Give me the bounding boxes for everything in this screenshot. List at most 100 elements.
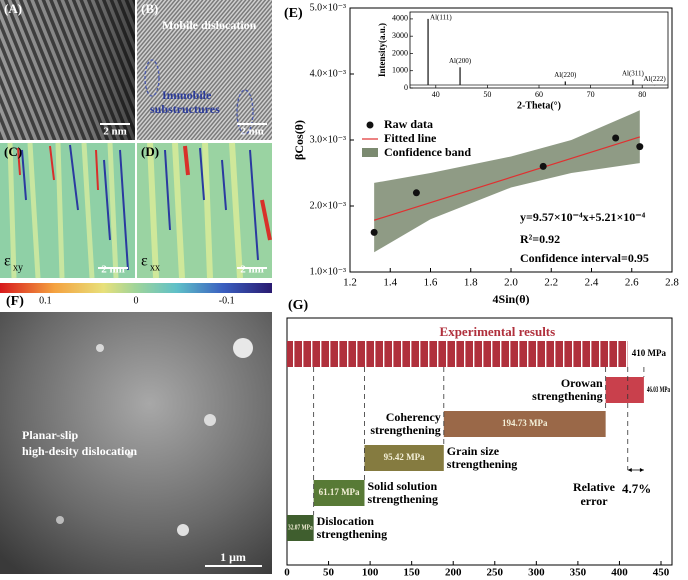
x-tick-label: 300 xyxy=(528,567,545,579)
inset-frame xyxy=(409,11,669,89)
y-axis-label: βCos(θ) xyxy=(292,120,306,160)
x-tick-label: 1.2 xyxy=(343,277,357,289)
colorbar-tick-label: 0 xyxy=(134,295,139,306)
panel-a: 2 nm (A) xyxy=(0,0,135,140)
bar xyxy=(364,445,444,471)
bar xyxy=(287,515,314,541)
experimental-bar xyxy=(287,341,628,367)
annotation: Immobile xyxy=(162,88,212,102)
y-tick-label: 1.0×10⁻³ xyxy=(310,266,346,277)
x-tick-label: 80 xyxy=(638,90,646,99)
value-label: 95.42 MPa xyxy=(384,452,425,462)
x-tick-label: 400 xyxy=(611,567,628,579)
strain-symbol: ε xyxy=(4,253,11,270)
annotation: Confidence interval=0.95 xyxy=(520,251,649,265)
y-tick-label: 0 xyxy=(404,83,408,92)
panel-d: 2 nm ε xx (D) xyxy=(137,142,272,279)
value-label: 410 MPa xyxy=(632,348,667,358)
annotation: R²=0.92 xyxy=(520,232,560,246)
x-tick-label: 2.2 xyxy=(544,277,558,289)
panel-label: (F) xyxy=(6,294,24,309)
bar xyxy=(443,411,606,437)
particle xyxy=(204,414,216,426)
particle xyxy=(127,452,133,458)
plot-frame xyxy=(286,317,673,566)
category-label: Dislocation xyxy=(317,514,375,528)
category-label: Coherency xyxy=(386,410,441,424)
series-label: Experimental results xyxy=(440,324,556,339)
data-point xyxy=(612,134,620,142)
x-tick-label: 1.4 xyxy=(383,277,397,289)
data-point xyxy=(412,189,420,197)
strain-band xyxy=(164,147,259,261)
legend-label: Fitted line xyxy=(384,131,437,145)
arrow-head xyxy=(639,468,644,472)
strain-symbol: ε xyxy=(141,253,148,270)
scale-text: 1 μm xyxy=(220,550,246,564)
x-tick-label: 0 xyxy=(284,567,290,579)
y-tick-label: 2.0×10⁻³ xyxy=(310,200,346,211)
category-label: Grain size xyxy=(447,444,500,458)
x-tick-label: 70 xyxy=(587,90,595,99)
peak-label: Al(311) xyxy=(622,69,645,77)
category-label: strengthening xyxy=(532,389,602,403)
x-axis-label: 2-Theta(°) xyxy=(517,100,561,111)
bar xyxy=(313,480,365,506)
x-tick-label: 450 xyxy=(653,567,670,579)
data-point xyxy=(636,143,644,151)
strain-band xyxy=(183,145,272,241)
x-tick-label: 2.8 xyxy=(665,277,679,289)
panel-f: Planar-slip high-desity dislocation 1 μm… xyxy=(0,294,272,574)
x-tick-label: 2.0 xyxy=(504,277,518,289)
category-label: strengthening xyxy=(367,492,437,506)
colorbar-tick-label: 0.1 xyxy=(39,295,52,306)
x-tick-label: 1.6 xyxy=(424,277,438,289)
bar xyxy=(605,377,644,403)
strain-band xyxy=(21,144,129,271)
panel-label: (G) xyxy=(288,298,309,313)
x-tick-label: 2.6 xyxy=(625,277,639,289)
value-label: 32.07 MPa xyxy=(288,524,313,532)
strain-subscript: xx xyxy=(150,262,160,273)
panel-b: Mobile dislocation Immobile substructure… xyxy=(137,0,272,140)
peak-label: Al(222) xyxy=(643,75,666,83)
legend-label: Raw data xyxy=(384,117,433,131)
scale-text: 2 nm xyxy=(101,264,125,276)
particle xyxy=(96,344,104,352)
x-tick-label: 100 xyxy=(362,567,379,579)
particle xyxy=(233,338,253,358)
panel-c: 2 nm ε xy (C) xyxy=(0,142,135,279)
colorbar xyxy=(0,283,272,293)
substructure-outline xyxy=(236,89,254,135)
scale-text: 2 nm xyxy=(240,264,264,276)
x-tick-label: 60 xyxy=(535,90,543,99)
panel-label: (E) xyxy=(284,6,303,21)
scale-text: 2 nm xyxy=(103,126,127,138)
y-axis-label: Intensity(a.u.) xyxy=(377,23,387,77)
category-label: strengthening xyxy=(447,457,517,471)
panel-label: (D) xyxy=(141,144,159,159)
y-tick-label: 2000 xyxy=(392,48,408,57)
strain-band xyxy=(147,142,243,279)
peak-label: Al(200) xyxy=(449,57,472,65)
substructure-outline xyxy=(144,59,160,97)
panel-label: (B) xyxy=(141,1,158,16)
annotation: Mobile dislocation xyxy=(162,18,257,32)
value-label: 61.17 MPa xyxy=(319,487,360,497)
x-tick-label: 150 xyxy=(403,567,420,579)
value-label: 46.03 MPa xyxy=(647,385,670,394)
x-axis-label: 4Sin(θ) xyxy=(493,292,530,306)
filtered-image xyxy=(137,0,272,140)
particle xyxy=(177,524,189,536)
strain-subscript: xy xyxy=(13,262,23,273)
peak-label: Al(220) xyxy=(554,71,577,79)
legend-marker xyxy=(362,148,378,157)
strain-band xyxy=(7,142,119,279)
annotation: y=9.57×10⁻⁴x+5.21×10⁻⁴ xyxy=(520,210,646,224)
x-tick-label: 50 xyxy=(483,90,491,99)
category-label: strengthening xyxy=(317,527,387,541)
category-label: strengthening xyxy=(370,423,440,437)
fitted-line xyxy=(373,136,640,221)
category-label: Orowan xyxy=(561,376,603,390)
